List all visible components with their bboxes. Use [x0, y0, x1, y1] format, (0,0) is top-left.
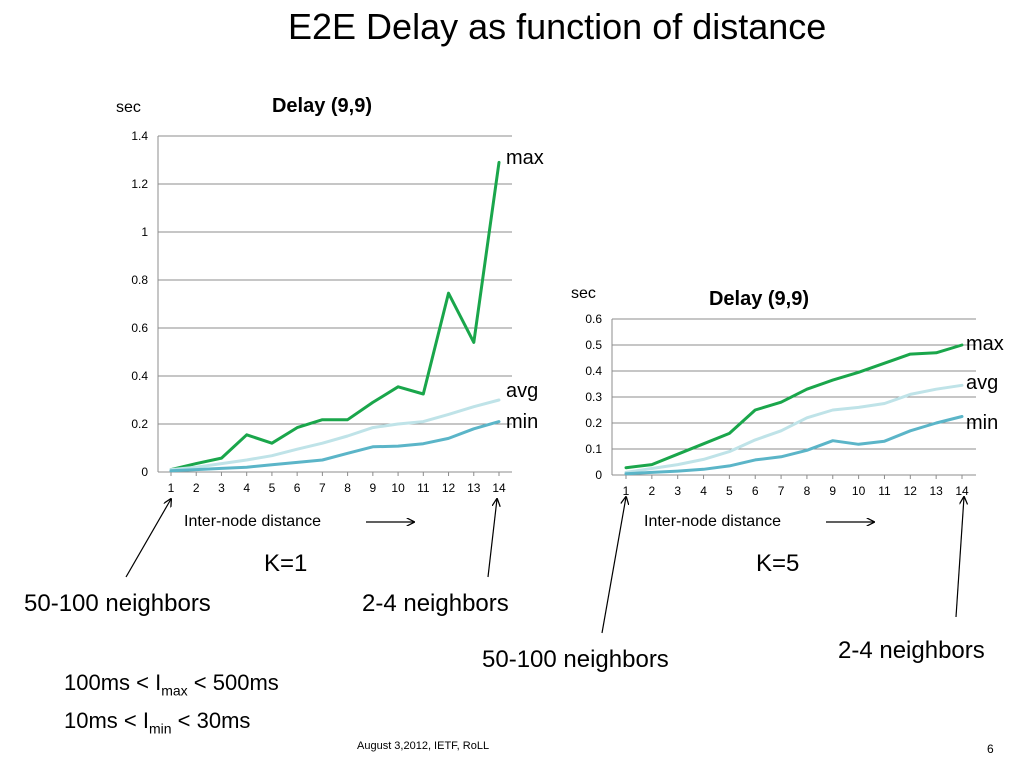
k1-ytick-label: 1: [141, 225, 148, 239]
k5-xtick-label: 3: [674, 484, 681, 498]
k1-ylabel: sec: [116, 99, 141, 116]
k5-series-max: [624, 343, 964, 470]
k1-ytick-label: 0.4: [131, 369, 148, 383]
slide-title: E2E Delay as function of distance: [288, 6, 827, 47]
k1-chart-title: Delay (9,9): [272, 95, 372, 117]
k1-ytick-label: 1.2: [131, 177, 148, 191]
footer: August 3,2012, IETF, RoLL: [357, 740, 490, 752]
k1-xtick-label: 2: [193, 481, 200, 495]
k5-xtick-label: 14: [955, 484, 969, 498]
k1-xtick-label: 4: [243, 481, 250, 495]
left-callout-few-neighbors: 2-4 neighbors: [362, 590, 509, 617]
k5-xtick-label: 4: [700, 484, 707, 498]
right-k-label: K=5: [756, 550, 800, 577]
k1-xtick-label: 6: [294, 481, 301, 495]
k5-xtick-label: 11: [878, 484, 891, 498]
k5-series-avg: [624, 383, 964, 474]
k1-series-avg: [169, 398, 501, 472]
formula-imax-sub: max: [161, 682, 188, 699]
k5-ytick-label: 0: [595, 468, 602, 482]
k5-series-label-max: max: [966, 333, 1004, 355]
right-xlabel: Inter-node distance: [644, 513, 781, 530]
k1-xtick-label: 3: [218, 481, 225, 495]
k1-ytick-label: 0.8: [131, 273, 148, 287]
k1-series-min: [169, 420, 501, 473]
k5-ytick-label: 0.4: [585, 364, 602, 378]
k5-xtick-label: 10: [852, 484, 866, 498]
page-number: 6: [987, 742, 994, 756]
k5-chart-title: Delay (9,9): [709, 288, 809, 310]
left-k-label: K=1: [264, 550, 308, 577]
k5-ytick-label: 0.2: [585, 416, 602, 430]
k1-ytick-label: 0: [141, 465, 148, 479]
k5-xtick-label: 5: [726, 484, 733, 498]
k1-xtick-label: 14: [492, 481, 506, 495]
k5-xtick-label: 2: [649, 484, 656, 498]
k1-ytick-label: 1.4: [131, 129, 148, 143]
k1-xtick-label: 10: [391, 481, 405, 495]
k1-xtick-label: 5: [269, 481, 276, 495]
k1-xtick-label: 8: [344, 481, 351, 495]
k1-xtick-label: 1: [168, 481, 175, 495]
k1-xtick-label: 13: [467, 481, 481, 495]
k5-xtick-label: 9: [829, 484, 836, 498]
k5-xtick-label: 7: [778, 484, 785, 498]
k5-ytick-label: 0.5: [585, 338, 602, 352]
callout-arrow-left-1: [125, 499, 171, 578]
formula-imax-suffix: < 500ms: [187, 670, 279, 695]
k1-xtick-label: 12: [442, 481, 456, 495]
k5-ytick-label: 0.6: [585, 312, 602, 326]
k5-ytick-label: 0.1: [585, 442, 602, 456]
formula-imax: 100ms < Imax < 500ms: [64, 670, 279, 698]
formula-imin-sub: min: [148, 720, 172, 737]
right-callout-many-neighbors: 50-100 neighbors: [482, 646, 669, 673]
k5-ytick-label: 0.3: [585, 390, 602, 404]
formula-imin-prefix: 10ms < I: [64, 708, 149, 733]
k1-series-max: [169, 160, 501, 472]
k5-xtick-label: 8: [804, 484, 811, 498]
k1-series-label-avg: avg: [506, 380, 538, 402]
k5-series-label-min: min: [966, 412, 998, 434]
callout-arrow-right-14: [955, 497, 964, 618]
k5-xtick-label: 12: [904, 484, 918, 498]
k5-series-min: [624, 415, 964, 476]
k1-series-label-max: max: [506, 147, 544, 169]
k1-xtick-label: 9: [370, 481, 377, 495]
k5-xtick-label: 13: [929, 484, 943, 498]
k1-xtick-label: 7: [319, 481, 326, 495]
k1-ytick-label: 0.2: [131, 417, 148, 431]
callout-arrow-left-14: [487, 499, 497, 578]
k1-series-label-min: min: [506, 411, 538, 433]
k5-series-label-avg: avg: [966, 372, 998, 394]
formula-imax-prefix: 100ms < I: [64, 670, 162, 695]
k5-xtick-label: 6: [752, 484, 759, 498]
left-xlabel: Inter-node distance: [184, 513, 321, 530]
right-callout-few-neighbors: 2-4 neighbors: [838, 637, 985, 664]
left-callout-many-neighbors: 50-100 neighbors: [24, 590, 211, 617]
formula-imin-suffix: < 30ms: [171, 708, 251, 733]
k1-ytick-label: 0.6: [131, 321, 148, 335]
k5-xtick-label: 1: [623, 484, 630, 498]
k5-ylabel: sec: [571, 285, 596, 302]
k1-xtick-label: 11: [417, 481, 430, 495]
formula-imin: 10ms < Imin < 30ms: [64, 708, 250, 736]
callout-arrow-right-1: [601, 497, 626, 634]
